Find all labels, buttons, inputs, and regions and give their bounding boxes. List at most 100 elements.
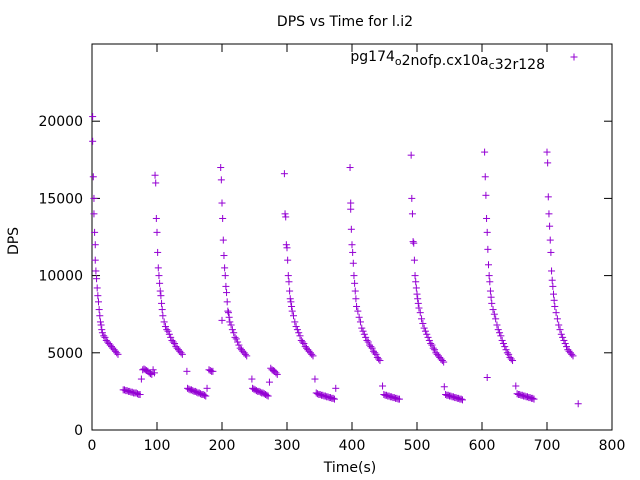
data-point bbox=[431, 346, 439, 354]
data-point bbox=[483, 214, 491, 222]
data-point bbox=[410, 239, 418, 247]
data-point bbox=[264, 392, 272, 400]
series-marks bbox=[89, 113, 582, 408]
data-point bbox=[457, 395, 465, 403]
data-point bbox=[241, 350, 249, 358]
data-point bbox=[100, 332, 108, 340]
data-point bbox=[574, 400, 582, 408]
data-point bbox=[485, 272, 493, 280]
data-point bbox=[219, 214, 227, 222]
data-point bbox=[529, 394, 537, 402]
data-point bbox=[90, 194, 98, 202]
data-point bbox=[410, 256, 418, 264]
data-point bbox=[296, 332, 304, 340]
data-point bbox=[412, 284, 420, 292]
data-point bbox=[546, 236, 554, 244]
y-tick-label: 20000 bbox=[38, 114, 83, 130]
data-point bbox=[177, 349, 185, 357]
data-point bbox=[415, 304, 423, 312]
data-point bbox=[311, 375, 319, 383]
data-point bbox=[171, 340, 179, 348]
data-point bbox=[423, 330, 431, 338]
data-point bbox=[362, 333, 370, 341]
data-point bbox=[149, 366, 157, 374]
data-point bbox=[280, 170, 288, 178]
data-point bbox=[367, 343, 375, 351]
data-point bbox=[409, 238, 417, 246]
data-point bbox=[164, 327, 172, 335]
legend-marker bbox=[570, 53, 578, 61]
data-point bbox=[167, 333, 175, 341]
data-point bbox=[155, 272, 163, 280]
data-point bbox=[497, 332, 505, 340]
data-point bbox=[395, 395, 403, 403]
data-point bbox=[202, 392, 210, 400]
data-point bbox=[158, 299, 166, 307]
data-point bbox=[154, 264, 162, 272]
data-point bbox=[489, 306, 497, 314]
data-point bbox=[97, 321, 105, 329]
data-point bbox=[353, 302, 361, 310]
data-point bbox=[347, 205, 355, 213]
data-point bbox=[265, 378, 273, 386]
data-point bbox=[352, 295, 360, 303]
data-point bbox=[152, 179, 160, 187]
data-point bbox=[217, 164, 225, 172]
data-point bbox=[178, 350, 186, 358]
data-point bbox=[496, 329, 504, 337]
data-point bbox=[355, 313, 363, 321]
y-tick-label: 15000 bbox=[38, 191, 83, 207]
chart-title: DPS vs Time for l.i2 bbox=[277, 14, 413, 30]
data-point bbox=[209, 367, 217, 375]
x-axis-ticks: 0 100 200 300 400 500 600 700 800 bbox=[88, 44, 625, 454]
data-point bbox=[282, 241, 290, 249]
data-point bbox=[200, 391, 208, 399]
data-point bbox=[412, 278, 420, 286]
plot-frame bbox=[91, 43, 613, 431]
data-point bbox=[421, 327, 429, 335]
data-point bbox=[272, 369, 280, 377]
x-tick-label: 100 bbox=[144, 438, 171, 454]
data-point bbox=[563, 343, 570, 351]
data-point bbox=[136, 390, 144, 398]
x-tick-label: 0 bbox=[88, 438, 97, 454]
data-point bbox=[371, 349, 379, 357]
data-point bbox=[560, 336, 568, 344]
data-point bbox=[494, 326, 502, 334]
data-point bbox=[221, 264, 229, 272]
data-point bbox=[91, 256, 99, 264]
data-point bbox=[512, 382, 520, 390]
data-point bbox=[286, 287, 294, 295]
data-point bbox=[368, 344, 376, 352]
data-point bbox=[350, 272, 358, 280]
data-point bbox=[157, 292, 165, 300]
data-point bbox=[290, 312, 297, 320]
data-point bbox=[490, 310, 498, 318]
data-point bbox=[230, 329, 238, 337]
data-point bbox=[225, 313, 233, 321]
data-point bbox=[288, 307, 296, 315]
data-point bbox=[156, 279, 164, 287]
data-point bbox=[226, 318, 234, 326]
data-point bbox=[285, 278, 293, 286]
data-point bbox=[235, 341, 243, 349]
data-point bbox=[293, 326, 301, 334]
data-point bbox=[299, 338, 307, 346]
data-point bbox=[183, 367, 191, 375]
data-point bbox=[218, 316, 226, 324]
data-point bbox=[96, 318, 104, 326]
data-point bbox=[284, 256, 292, 264]
data-point bbox=[438, 357, 446, 365]
data-point bbox=[552, 309, 560, 317]
legend-marker-plus bbox=[570, 53, 578, 61]
legend-label: pg174o2nofp.cx10ac32r128 bbox=[350, 49, 545, 73]
data-point bbox=[505, 350, 513, 358]
data-point bbox=[228, 326, 236, 334]
y-tick-label: 0 bbox=[74, 423, 83, 439]
data-point bbox=[282, 213, 290, 221]
data-point bbox=[556, 326, 564, 334]
y-axis-label: DPS bbox=[6, 227, 22, 255]
data-point bbox=[94, 292, 102, 300]
data-point bbox=[408, 210, 416, 218]
